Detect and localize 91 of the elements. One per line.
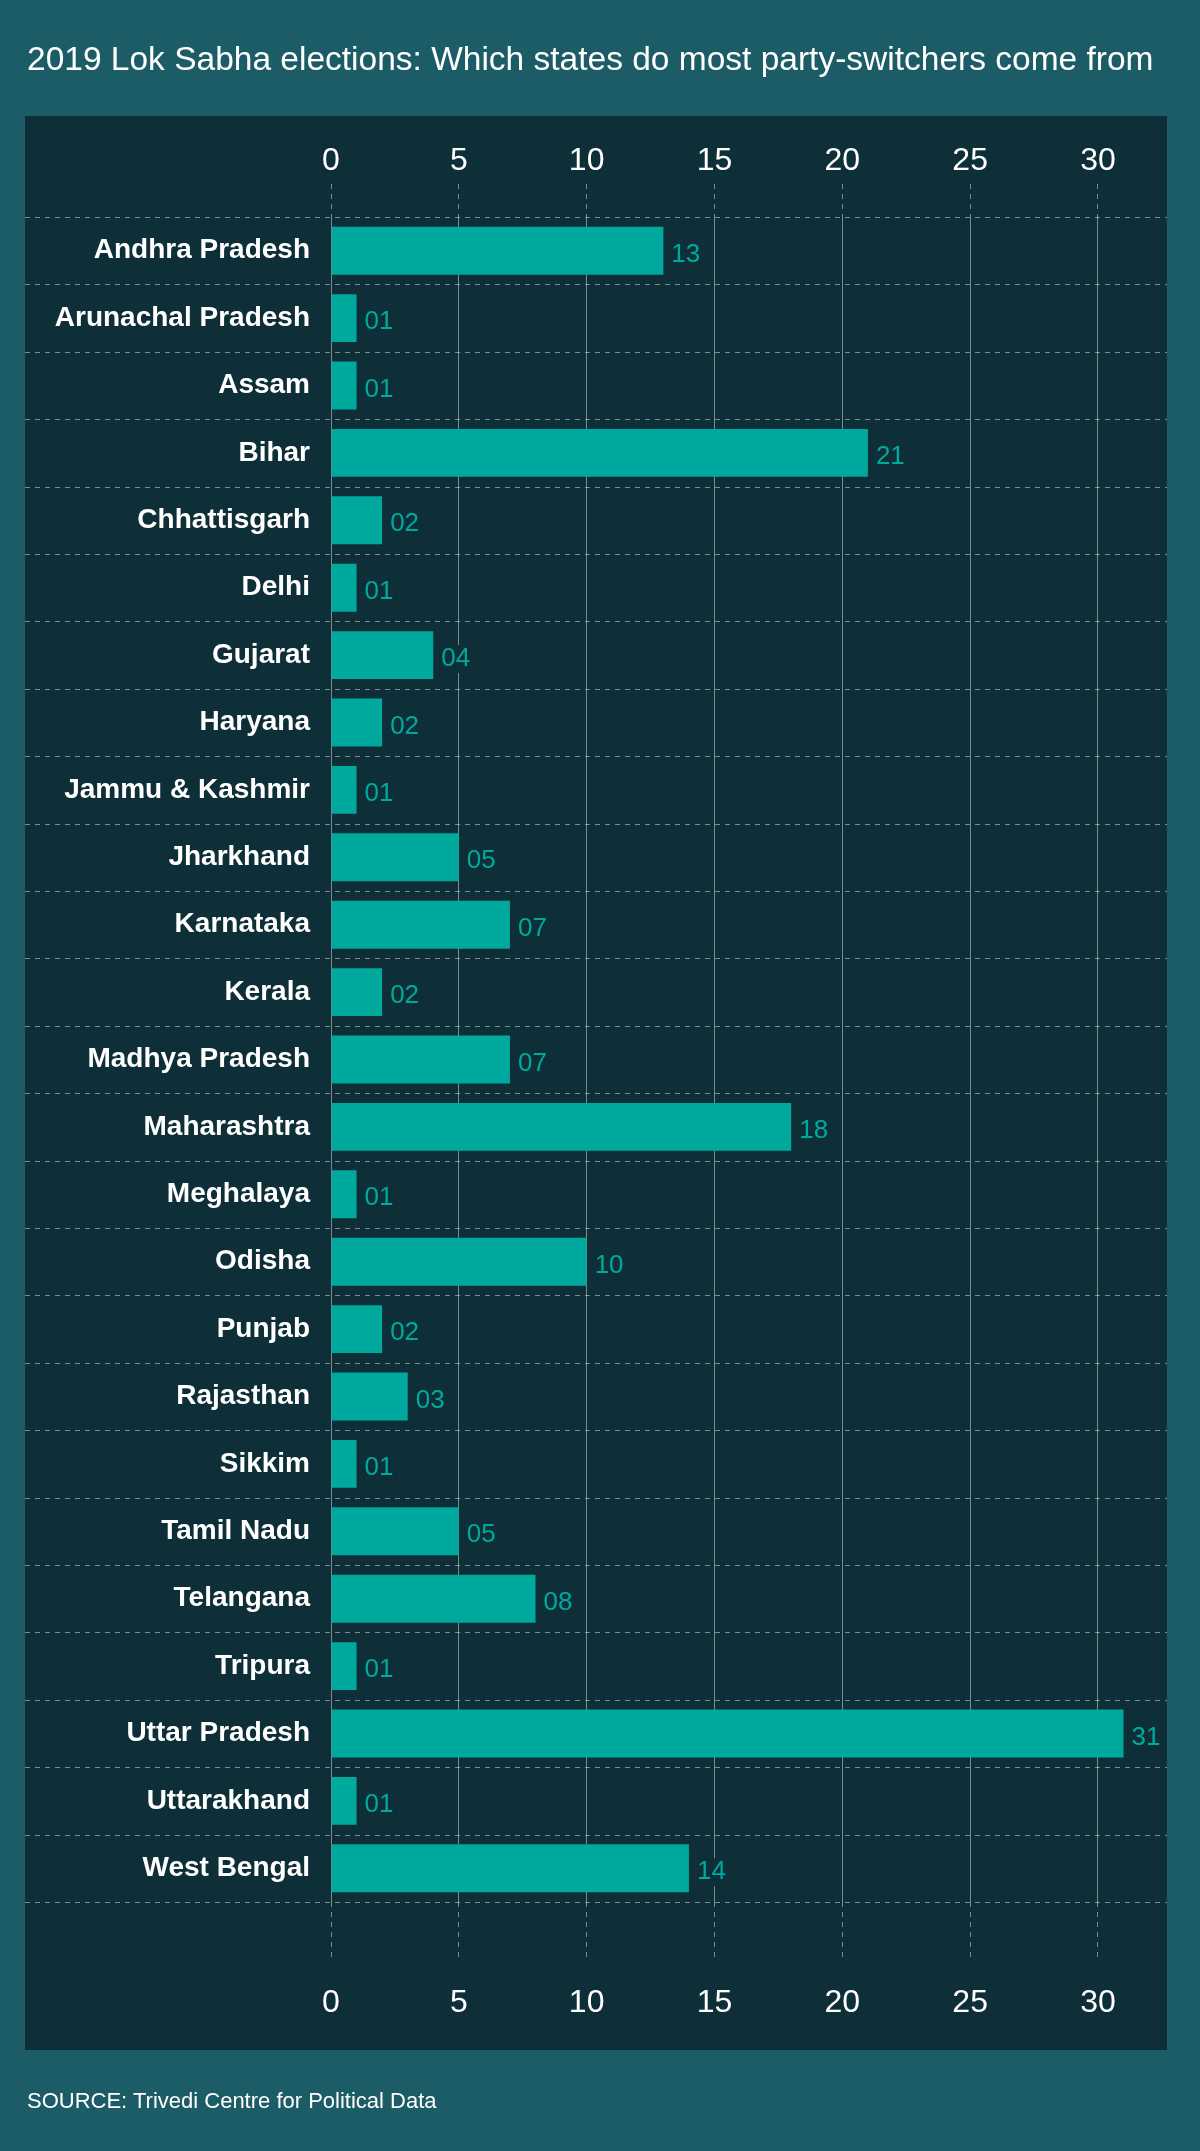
- bar: [331, 1372, 408, 1421]
- data-label: 02: [390, 1316, 420, 1347]
- data-label: 31: [1131, 1720, 1161, 1751]
- bar: [331, 631, 434, 680]
- bar: [331, 361, 357, 410]
- y-tick-label: Rajasthan: [176, 1379, 310, 1411]
- bar: [331, 1709, 1124, 1758]
- bar: [331, 1035, 510, 1084]
- bar: [331, 900, 510, 949]
- y-tick-label: Andhra Pradesh: [93, 233, 310, 265]
- x-tick-label: 10: [568, 140, 605, 177]
- data-label: 04: [441, 642, 471, 673]
- bar: [331, 1776, 357, 1825]
- y-tick-label: Jammu & Kashmir: [64, 772, 311, 804]
- x2-tick-label: 10: [568, 1983, 605, 2020]
- data-label: 01: [364, 305, 394, 336]
- y-tick-label: Arunachal Pradesh: [54, 300, 310, 332]
- y-tick-label: Uttarakhand: [146, 1783, 310, 1815]
- data-label: 01: [364, 1451, 394, 1482]
- bar: [331, 1102, 792, 1151]
- x-tick-label: 5: [449, 140, 468, 177]
- bar: [331, 226, 664, 275]
- data-label: 13: [671, 237, 701, 268]
- x2-tick-label: 5: [449, 1983, 468, 2020]
- y-tick-label: Odisha: [215, 1244, 311, 1276]
- data-label: 02: [390, 507, 420, 538]
- x2-tick-label: 20: [824, 1983, 861, 2020]
- y-tick-label: Meghalaya: [166, 1177, 311, 1209]
- data-label: 10: [594, 1248, 624, 1279]
- data-label: 01: [364, 777, 394, 808]
- y-tick-label: Tripura: [215, 1648, 311, 1680]
- bar: [331, 294, 357, 343]
- x-tick-label: 25: [952, 140, 988, 177]
- bar: [331, 968, 383, 1017]
- data-label: 03: [415, 1383, 445, 1414]
- y-tick-label: Punjab: [216, 1311, 310, 1343]
- data-label: 02: [390, 979, 420, 1010]
- bar: [331, 563, 357, 612]
- data-label: 05: [466, 844, 496, 875]
- data-label: 01: [364, 372, 394, 403]
- y-tick-label: Telangana: [173, 1581, 311, 1613]
- data-label: 07: [517, 911, 547, 942]
- data-label: 01: [364, 1653, 394, 1684]
- x2-tick-label: 0: [322, 1983, 340, 2020]
- bar: [331, 1844, 689, 1893]
- bar: [331, 1170, 357, 1219]
- y-tick-label: Uttar Pradesh: [126, 1716, 310, 1748]
- chart-title: 2019 Lok Sabha elections: Which states do most party-switchers come from: [27, 40, 1154, 78]
- bar: [331, 1642, 357, 1691]
- data-label: 01: [364, 574, 394, 605]
- data-label: 14: [696, 1855, 726, 1886]
- bar: [331, 1237, 587, 1286]
- y-tick-label: Karnataka: [174, 907, 311, 939]
- data-label: 05: [466, 1518, 496, 1549]
- y-tick-label: Haryana: [199, 705, 311, 737]
- data-label: 07: [517, 1046, 547, 1077]
- data-label: 21: [875, 440, 905, 471]
- x-tick-label: 0: [322, 140, 340, 177]
- y-tick-label: Chhattisgarh: [137, 503, 310, 535]
- x2-tick-label: 25: [952, 1983, 988, 2020]
- y-tick-label: Jharkhand: [168, 840, 310, 872]
- y-tick-label: Sikkim: [219, 1446, 310, 1478]
- y-tick-label: Tamil Nadu: [161, 1514, 310, 1546]
- y-tick-label: Maharashtra: [143, 1109, 311, 1141]
- x-tick-label: 30: [1080, 140, 1116, 177]
- bar: [331, 1305, 383, 1354]
- y-tick-label: Delhi: [241, 570, 310, 602]
- bar: [331, 833, 459, 882]
- bar: [331, 428, 868, 477]
- data-label: 08: [543, 1585, 573, 1616]
- x-tick-label: 15: [696, 140, 733, 177]
- y-tick-label: Bihar: [238, 435, 311, 467]
- x2-tick-label: 30: [1080, 1983, 1116, 2020]
- source-note: SOURCE: Trivedi Centre for Political Data: [27, 2088, 437, 2114]
- bar: [331, 1439, 357, 1488]
- bar: [331, 1507, 459, 1556]
- y-tick-label: West Bengal: [142, 1851, 310, 1883]
- bar: [331, 1574, 536, 1623]
- bar: [331, 765, 357, 814]
- y-tick-label: Kerala: [224, 974, 311, 1006]
- data-label: 18: [799, 1114, 829, 1145]
- y-tick-label: Gujarat: [211, 637, 310, 669]
- data-label: 01: [364, 1181, 394, 1212]
- data-label: 01: [364, 1788, 394, 1819]
- y-tick-label: Assam: [218, 368, 310, 400]
- x-tick-label: 20: [824, 140, 861, 177]
- bar: [331, 698, 383, 747]
- bar: [331, 496, 383, 545]
- y-tick-label: Madhya Pradesh: [87, 1042, 310, 1074]
- x2-tick-label: 15: [696, 1983, 733, 2020]
- data-label: 02: [390, 709, 420, 740]
